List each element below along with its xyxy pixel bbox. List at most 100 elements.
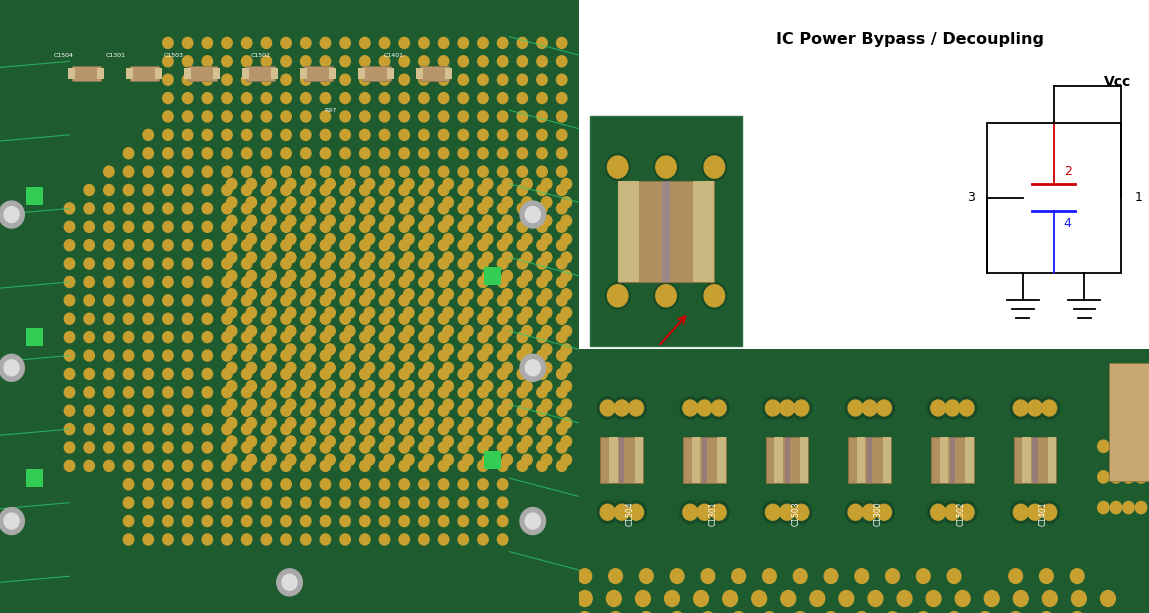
Circle shape [123, 442, 133, 453]
Circle shape [265, 436, 276, 447]
Circle shape [959, 504, 974, 520]
Circle shape [301, 479, 311, 490]
Circle shape [478, 74, 488, 85]
Circle shape [877, 400, 892, 416]
Circle shape [321, 405, 331, 416]
Circle shape [608, 284, 629, 306]
Circle shape [301, 313, 311, 324]
Circle shape [1040, 612, 1054, 613]
Circle shape [423, 344, 433, 355]
Circle shape [345, 178, 355, 189]
Circle shape [578, 590, 592, 606]
Circle shape [360, 405, 370, 416]
Circle shape [183, 93, 193, 104]
Circle shape [265, 454, 276, 465]
Circle shape [403, 417, 414, 428]
Circle shape [321, 166, 331, 177]
Circle shape [261, 258, 271, 269]
Circle shape [379, 534, 390, 545]
Circle shape [379, 387, 390, 398]
Circle shape [683, 400, 697, 416]
Circle shape [285, 436, 296, 447]
Circle shape [301, 387, 311, 398]
Circle shape [522, 326, 532, 337]
Text: C1401: C1401 [1039, 501, 1048, 526]
Circle shape [325, 252, 336, 263]
Circle shape [444, 326, 454, 337]
Circle shape [478, 479, 488, 490]
Circle shape [340, 93, 350, 104]
Circle shape [670, 612, 684, 613]
Circle shape [556, 129, 566, 140]
Circle shape [183, 148, 193, 159]
Circle shape [458, 368, 469, 379]
Circle shape [285, 454, 296, 465]
Circle shape [423, 270, 433, 281]
Circle shape [379, 479, 390, 490]
Circle shape [711, 400, 726, 416]
Circle shape [985, 590, 1000, 606]
Circle shape [241, 129, 252, 140]
Circle shape [321, 387, 331, 398]
Circle shape [403, 326, 414, 337]
Circle shape [418, 37, 429, 48]
Circle shape [463, 362, 473, 373]
Circle shape [321, 534, 331, 545]
Circle shape [418, 129, 429, 140]
Circle shape [810, 590, 825, 606]
Circle shape [202, 350, 213, 361]
Circle shape [142, 405, 154, 416]
Circle shape [226, 270, 237, 281]
Circle shape [183, 74, 193, 85]
Circle shape [280, 221, 292, 232]
Circle shape [202, 258, 213, 269]
Circle shape [556, 74, 566, 85]
Circle shape [791, 397, 811, 419]
Circle shape [241, 350, 252, 361]
Circle shape [556, 350, 566, 361]
Circle shape [418, 166, 429, 177]
Circle shape [498, 166, 508, 177]
Circle shape [458, 295, 469, 306]
Circle shape [483, 289, 493, 300]
Circle shape [325, 270, 336, 281]
Circle shape [561, 197, 571, 208]
Circle shape [458, 313, 469, 324]
Circle shape [222, 368, 232, 379]
Circle shape [202, 460, 213, 471]
Circle shape [265, 234, 276, 245]
Circle shape [226, 381, 237, 392]
Circle shape [226, 399, 237, 410]
Circle shape [345, 436, 355, 447]
Circle shape [222, 258, 232, 269]
Circle shape [321, 203, 331, 214]
Circle shape [502, 381, 512, 392]
Circle shape [123, 497, 133, 508]
Circle shape [399, 479, 409, 490]
Circle shape [458, 111, 469, 122]
Circle shape [418, 56, 429, 67]
Circle shape [246, 234, 256, 245]
Circle shape [202, 56, 213, 67]
Circle shape [522, 197, 532, 208]
Circle shape [325, 399, 336, 410]
Circle shape [325, 454, 336, 465]
Bar [765, 437, 809, 483]
Circle shape [163, 516, 173, 527]
Circle shape [163, 387, 173, 398]
Circle shape [384, 234, 394, 245]
Circle shape [1110, 440, 1121, 452]
Circle shape [556, 295, 566, 306]
Circle shape [537, 221, 547, 232]
Bar [848, 437, 892, 483]
Circle shape [226, 362, 237, 373]
Circle shape [498, 56, 508, 67]
Circle shape [345, 289, 355, 300]
Circle shape [163, 129, 173, 140]
Circle shape [444, 454, 454, 465]
Circle shape [142, 295, 154, 306]
Circle shape [241, 56, 252, 67]
Circle shape [525, 207, 540, 223]
Circle shape [261, 405, 271, 416]
Circle shape [301, 185, 311, 196]
